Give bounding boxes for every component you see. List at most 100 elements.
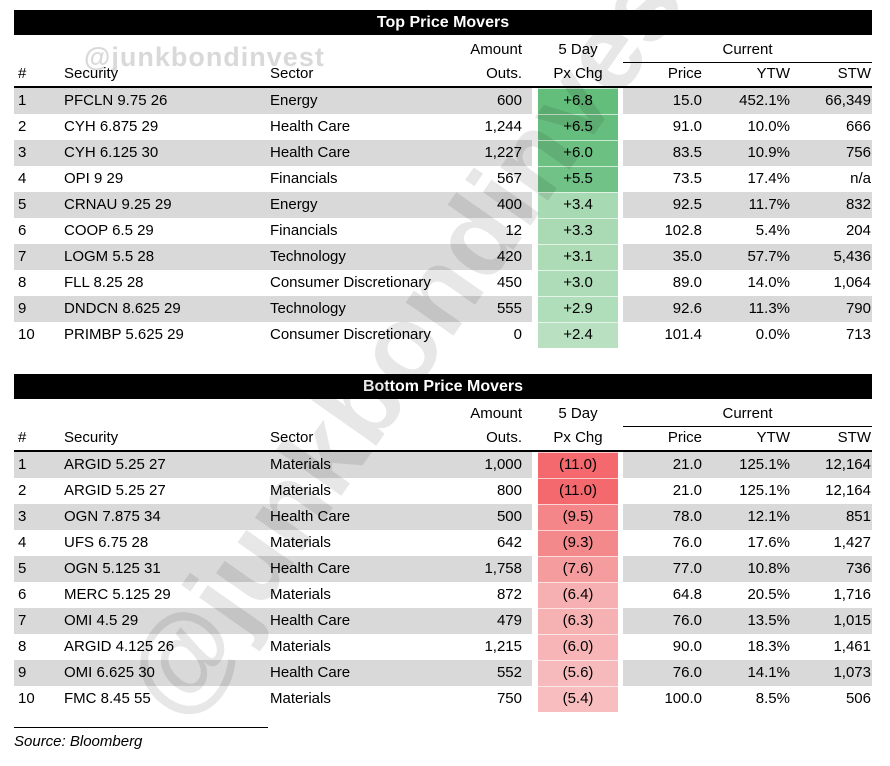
column-gap	[532, 686, 538, 712]
security-cell: OGN 5.125 31	[60, 556, 266, 582]
sector-cell: Health Care	[266, 608, 432, 634]
price-cell: 15.0	[623, 88, 704, 114]
rank-cell: 10	[18, 326, 35, 343]
col-header-outs: Outs.	[486, 429, 522, 446]
ytw-cell: 20.5%	[747, 586, 790, 603]
column-gap	[618, 166, 623, 192]
sector-cell: Financials	[270, 222, 338, 239]
table-row: 5 CRNAU 9.25 29 Energy 400 +3.4 92.5 11.…	[14, 192, 872, 218]
column-gap	[532, 88, 538, 114]
col-header-rank: #	[18, 65, 27, 82]
col-header-sector: Sector	[270, 429, 314, 446]
security-cell: OPI 9 29	[64, 170, 124, 187]
sector-cell: Health Care	[266, 556, 432, 582]
sector-cell: Materials	[270, 534, 331, 551]
px-change-cell: +3.1	[538, 244, 618, 270]
sector-cell: Consumer Discretionary	[270, 326, 431, 343]
ytw-cell: 10.9%	[704, 140, 792, 166]
sector-cell: Technology	[266, 296, 432, 322]
column-gap	[618, 582, 623, 608]
amount-outstanding-cell: 750	[496, 690, 522, 707]
column-gap	[532, 530, 538, 556]
sector-cell: Materials	[266, 452, 432, 478]
price-cell: 78.0	[623, 504, 704, 530]
col-group-current: Current	[623, 402, 872, 427]
amount-outstanding-cell: 800	[496, 482, 522, 499]
security-cell: OMI 6.625 30	[60, 660, 266, 686]
price-cell: 92.6	[623, 296, 704, 322]
table-row: 4 OPI 9 29 Financials 567 +5.5 73.5 17.4…	[14, 166, 872, 192]
amount-outstanding-cell: 450	[496, 274, 522, 291]
amount-outstanding-cell: 642	[496, 534, 522, 551]
col-header-price: Price	[667, 65, 702, 82]
amount-outstanding-cell: 400	[432, 192, 532, 218]
col-group-5day: 5 Day	[558, 405, 598, 422]
price-cell: 76.0	[623, 608, 704, 634]
stw-cell: 756	[792, 140, 872, 166]
security-cell: CYH 6.875 29	[64, 118, 159, 135]
security-cell: CYH 6.125 30	[60, 140, 266, 166]
amount-outstanding-cell: 479	[432, 608, 532, 634]
px-change-cell: (11.0)	[538, 452, 618, 478]
sector-cell: Energy	[266, 88, 432, 114]
rank-cell: 3	[14, 140, 60, 166]
column-gap	[532, 244, 538, 270]
col-header-ytw: YTW	[756, 429, 790, 446]
ytw-cell: 57.7%	[704, 244, 792, 270]
column-gap	[532, 478, 538, 504]
footer-divider	[14, 727, 268, 728]
table-row: 9 DNDCN 8.625 29 Technology 555 +2.9 92.…	[14, 296, 872, 322]
group-header-row: Amount 5 Day Current	[14, 38, 872, 63]
stw-cell: 66,349	[792, 88, 872, 114]
column-gap	[532, 192, 538, 218]
col-group-amount: Amount	[470, 405, 522, 422]
amount-outstanding-cell: 1,758	[432, 556, 532, 582]
column-gap	[618, 452, 623, 478]
rank-cell: 4	[18, 170, 27, 187]
stw-cell: 506	[845, 690, 871, 707]
price-cell: 101.4	[664, 326, 702, 343]
col-group-amount: Amount	[470, 41, 522, 58]
amount-outstanding-cell: 555	[432, 296, 532, 322]
px-change-cell: (7.6)	[538, 556, 618, 582]
column-gap	[618, 530, 623, 556]
sector-cell: Materials	[270, 482, 331, 499]
ytw-cell: 17.6%	[747, 534, 790, 551]
sector-cell: Consumer Discretionary	[270, 274, 431, 291]
stw-cell: 1,073	[792, 660, 872, 686]
security-cell: ARGID 5.25 27	[60, 452, 266, 478]
col-header-stw: STW	[837, 429, 871, 446]
security-cell: FLL 8.25 28	[64, 274, 144, 291]
stw-cell: 1,461	[833, 638, 871, 655]
stw-cell: 1,716	[833, 586, 871, 603]
price-cell: 21.0	[672, 482, 702, 499]
col-header-security: Security	[64, 429, 119, 446]
column-gap	[618, 244, 623, 270]
table-body: 1 PFCLN 9.75 26 Energy 600 +6.8 15.0 452…	[14, 88, 872, 348]
sector-cell: Materials	[270, 638, 331, 655]
col-header-outs: Outs.	[486, 65, 522, 82]
stw-cell: 790	[792, 296, 872, 322]
security-cell: CRNAU 9.25 29	[60, 192, 266, 218]
stw-cell: 713	[845, 326, 871, 343]
stw-cell: 1,015	[792, 608, 872, 634]
px-change-cell: (9.3)	[538, 530, 618, 556]
column-gap	[618, 88, 623, 114]
sector-cell: Health Care	[270, 118, 351, 135]
table-row: 7 OMI 4.5 29 Health Care 479 (6.3) 76.0 …	[14, 608, 872, 634]
security-cell: COOP 6.5 29	[64, 222, 154, 239]
stw-cell: 1,064	[833, 274, 871, 291]
security-cell: OGN 7.875 34	[60, 504, 266, 530]
px-change-cell: +3.3	[538, 218, 618, 244]
amount-outstanding-cell: 500	[432, 504, 532, 530]
px-change-cell: +5.5	[538, 166, 618, 192]
col-header-ytw: YTW	[756, 65, 790, 82]
px-change-cell: +6.0	[538, 140, 618, 166]
amount-outstanding-cell: 1,215	[484, 638, 522, 655]
security-cell: FMC 8.45 55	[64, 690, 151, 707]
ytw-cell: 14.0%	[747, 274, 790, 291]
rank-cell: 1	[14, 452, 60, 478]
amount-outstanding-cell: 1,227	[432, 140, 532, 166]
table-header: Amount 5 Day Current # Security Sector O…	[14, 38, 872, 88]
rank-cell: 5	[14, 192, 60, 218]
